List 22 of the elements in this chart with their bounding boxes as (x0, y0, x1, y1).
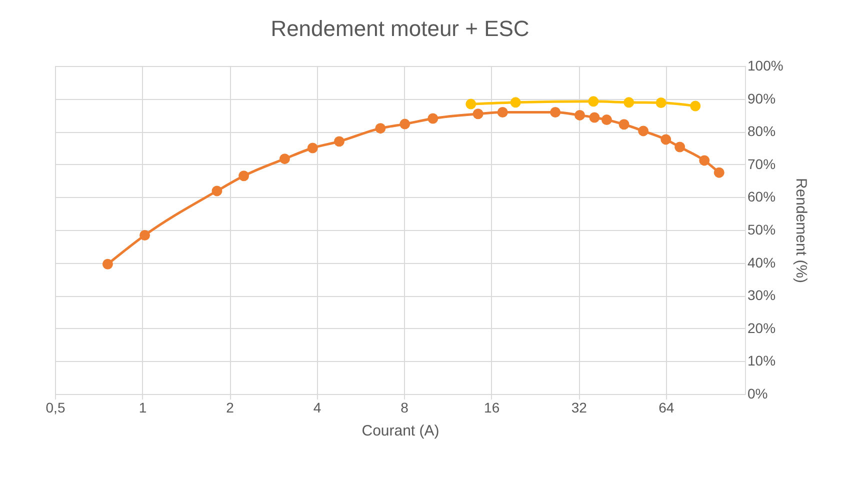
y-tick-label: 70% (748, 156, 776, 172)
y-tick-label: 0% (748, 386, 768, 402)
y-tick-label: 80% (748, 123, 776, 140)
x-tick-label: 64 (658, 400, 674, 416)
y-axis-title: Rendement (%) (792, 178, 810, 284)
y-tick-label: 50% (748, 222, 776, 238)
x-tick-label: 1 (138, 400, 147, 416)
x-tick-label: 32 (571, 400, 588, 416)
x-axis-title: Courant (A) (362, 422, 440, 440)
y-tick-label: 30% (748, 287, 776, 304)
y-tick-label: 100% (748, 58, 784, 74)
x-tick-label: 16 (484, 400, 500, 416)
y-tick-label: 90% (748, 90, 776, 106)
y-tick-label: 20% (748, 320, 776, 336)
x-tick-label: 8 (400, 400, 409, 416)
x-tick-label: 0,5 (46, 400, 66, 416)
y-tick-label: 40% (748, 254, 776, 270)
y-tick-label: 60% (748, 188, 776, 205)
x-tick-label: 2 (226, 400, 234, 416)
x-tick-label: 4 (313, 400, 322, 416)
y-tick-label: 10% (748, 352, 776, 369)
chart-title: Rendement moteur + ESC (270, 16, 530, 41)
